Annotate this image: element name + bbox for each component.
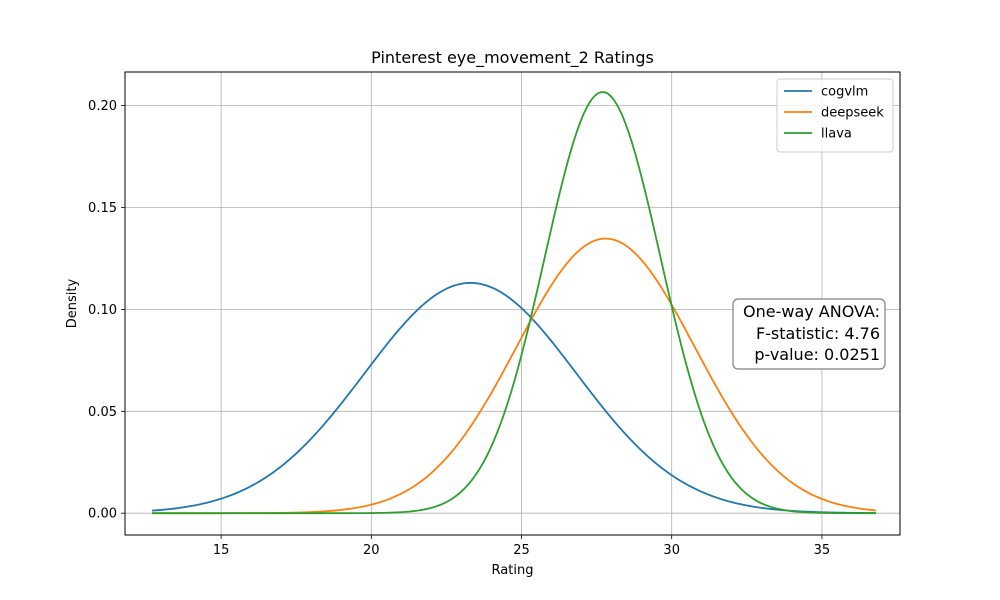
x-axis-label: Rating (492, 563, 534, 578)
anova-f-statistic: F-statistic: 4.76 (756, 324, 880, 343)
chart-title: Pinterest eye_movement_2 Ratings (371, 48, 654, 68)
x-tick-label: 15 (213, 543, 230, 558)
legend-label-deepseek: deepseek (821, 106, 884, 121)
y-tick-label: 0.05 (88, 405, 117, 420)
x-tick-label: 20 (363, 543, 380, 558)
y-tick-label: 0.00 (88, 507, 117, 522)
y-axis-label: Density (65, 278, 80, 328)
anova-box-frame (732, 298, 886, 370)
y-tick-label: 0.10 (88, 303, 117, 318)
anova-title: One-way ANOVA: (743, 302, 880, 321)
x-tick-label: 25 (513, 543, 530, 558)
series-layer (151, 91, 877, 515)
series-line-cogvlm (151, 282, 876, 514)
legend-label-llava: llava (821, 127, 852, 142)
plot-frame (124, 71, 901, 536)
legend-label-cogvlm: cogvlm (821, 85, 868, 100)
grid-layer (125, 72, 900, 535)
y-tick-label: 0.20 (88, 99, 117, 114)
anova-p-value: p-value: 0.0251 (754, 345, 880, 364)
x-tick-label: 35 (814, 543, 831, 558)
anova-annotation: One-way ANOVA: F-statistic: 4.76 p-value… (732, 298, 886, 370)
x-tick-label: 30 (663, 543, 680, 558)
legend: cogvlm deepseek llava (776, 78, 894, 153)
series-line-llava (152, 91, 876, 515)
tick-layer: 15 20 25 30 35 0.00 0.05 0.10 0.15 0.20 (88, 99, 830, 558)
y-tick-label: 0.15 (88, 201, 117, 216)
